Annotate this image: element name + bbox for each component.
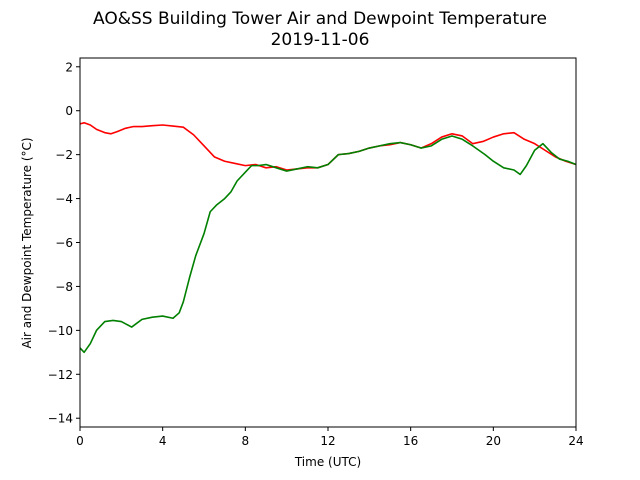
y-tick-label: −4 — [55, 192, 73, 206]
x-tick-label: 0 — [76, 434, 84, 448]
series-line-0 — [79, 121, 577, 171]
x-tick-label: 12 — [320, 434, 335, 448]
y-tick-label: −12 — [48, 368, 73, 382]
chart-subtitle: 2019-11-06 — [271, 30, 370, 50]
y-tick-label: −2 — [55, 148, 73, 162]
y-tick-label: 2 — [65, 60, 73, 74]
x-tick-label: 24 — [568, 434, 583, 448]
x-axis: 0 4 8 12 16 20 24 — [76, 427, 584, 448]
plot-frame — [79, 57, 577, 428]
series-line-1 — [79, 135, 577, 354]
y-tick-label: −6 — [55, 236, 73, 250]
y-axis-label: Air and Dewpoint Temperature (°C) — [20, 137, 34, 348]
plot-area — [79, 121, 577, 354]
x-tick-label: 8 — [242, 434, 250, 448]
y-tick-label: −10 — [48, 324, 73, 338]
y-tick-label: 0 — [65, 104, 73, 118]
x-tick-label: 20 — [486, 434, 501, 448]
y-tick-label: −8 — [55, 280, 73, 294]
y-axis: 2 0 −2 −4 −6 −8 −10 −12 −14 — [48, 60, 80, 426]
x-tick-label: 4 — [159, 434, 167, 448]
x-axis-label: Time (UTC) — [294, 455, 361, 469]
y-tick-label: −14 — [48, 412, 73, 426]
x-tick-label: 16 — [403, 434, 418, 448]
chart-title: AO&SS Building Tower Air and Dewpoint Te… — [93, 9, 547, 29]
